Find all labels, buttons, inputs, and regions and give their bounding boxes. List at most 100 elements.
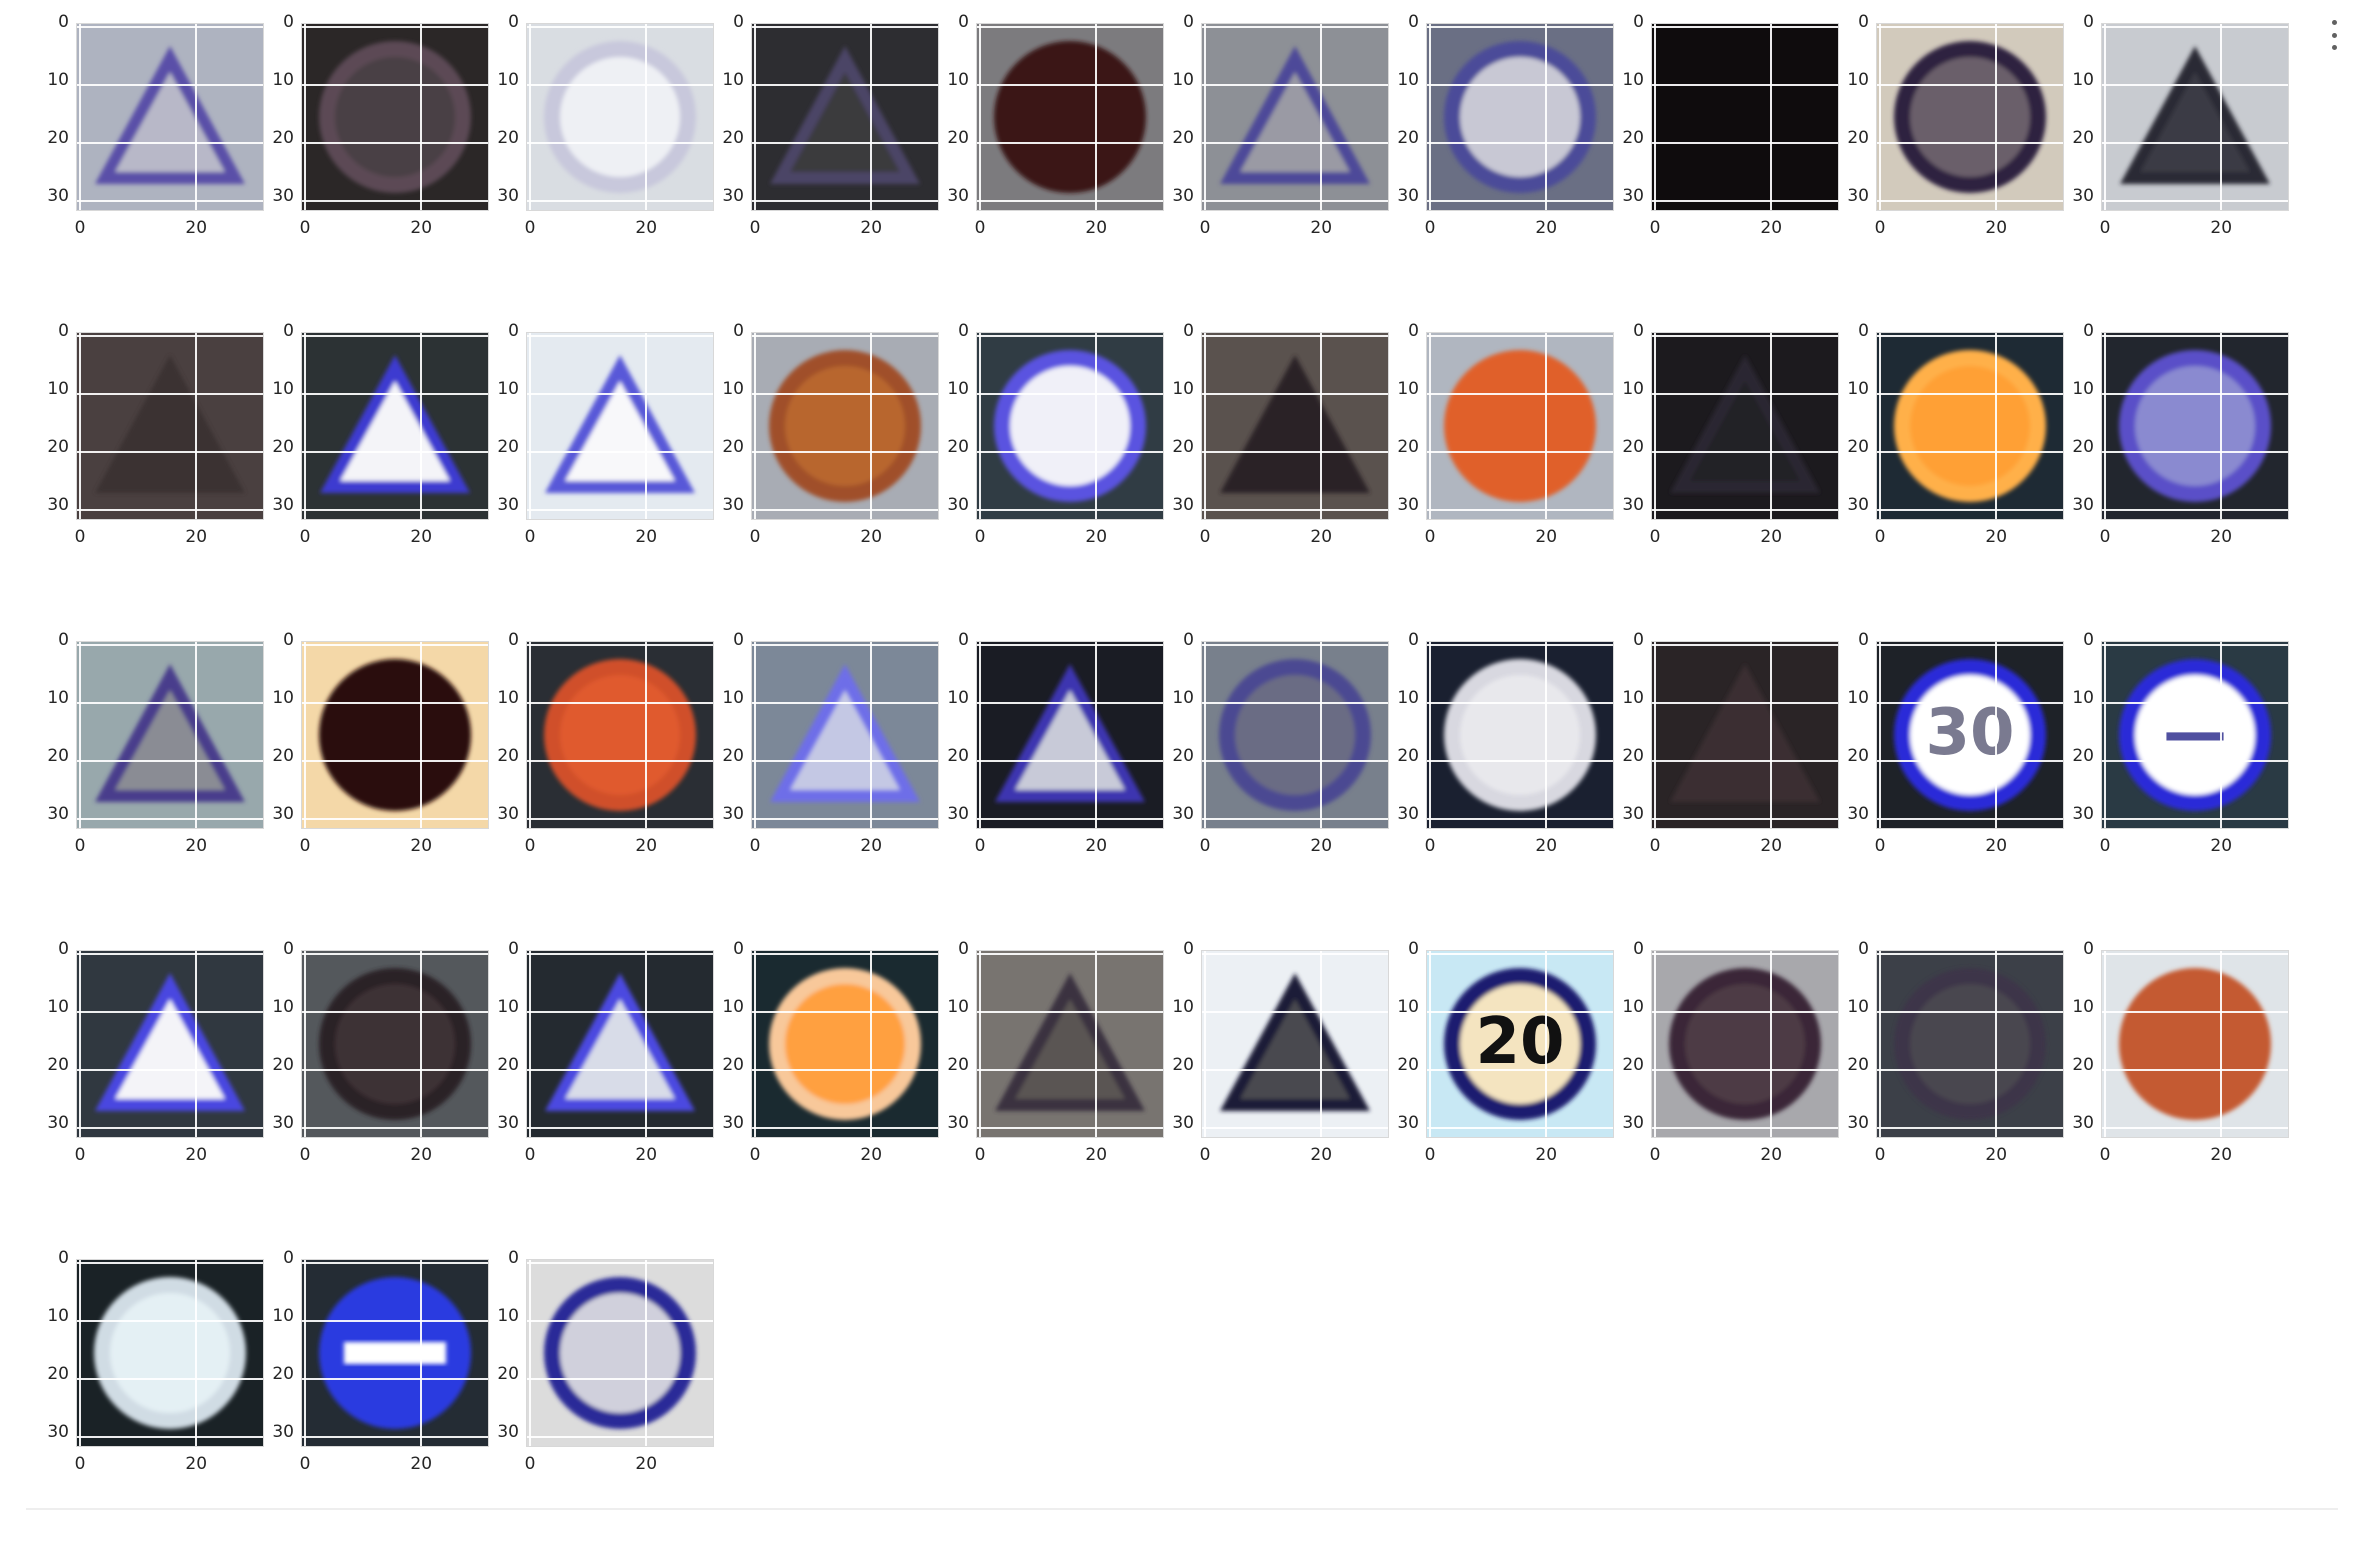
y-gridline: [527, 1378, 713, 1381]
x-gridline: [2104, 24, 2106, 210]
x-tick-label: 20: [635, 836, 658, 856]
x-tick-label: 20: [635, 1454, 658, 1474]
image-axes: 20: [1426, 950, 1614, 1138]
image-axes: [2101, 332, 2289, 520]
y-gridline: [1427, 1127, 1613, 1130]
traffic-sign-image: [1877, 951, 2063, 1137]
x-gridline: [1654, 24, 1656, 210]
traffic-sign-image: [1202, 951, 1388, 1137]
x-gridline: [1654, 951, 1656, 1137]
image-axes: [1651, 950, 1839, 1138]
y-tick-label: 30: [1172, 186, 1194, 207]
y-gridline: [2102, 702, 2288, 705]
x-tick-label: 0: [524, 1145, 536, 1165]
image-background: [1652, 24, 1838, 210]
y-tick-label: 20: [947, 1055, 969, 1076]
x-gridline: [979, 642, 981, 828]
y-tick-label: 30: [272, 186, 294, 207]
y-tick-label: 20: [1397, 1055, 1419, 1076]
y-tick-label: 10: [1847, 70, 1869, 91]
x-gridline: [1204, 333, 1206, 519]
x-tick-label: 20: [635, 527, 658, 547]
y-tick-label: 30: [1397, 186, 1419, 207]
y-gridline: [527, 509, 713, 512]
y-gridline: [1202, 1069, 1388, 1072]
y-gridline: [302, 200, 488, 203]
y-tick-label: 30: [2072, 186, 2094, 207]
x-tick-label: 0: [974, 527, 986, 547]
y-gridline: [1652, 1127, 1838, 1130]
y-gridline: [77, 1262, 263, 1264]
y-tick-label: 0: [1408, 630, 1419, 650]
y-gridline: [1202, 335, 1388, 337]
x-gridline: [1654, 333, 1656, 519]
x-gridline: [645, 24, 648, 210]
y-tick-label: 0: [1183, 630, 1194, 650]
x-gridline: [304, 1260, 306, 1446]
subplot: 0 10 20 30 0 20: [945, 323, 1170, 633]
y-gridline: [1202, 142, 1388, 145]
subplot: 0 10 20 30 0 20: [1620, 14, 1845, 324]
traffic-sign-image: [527, 24, 713, 210]
more-options-icon[interactable]: [2326, 20, 2342, 50]
y-tick-label: 20: [497, 128, 519, 149]
x-tick-label: 0: [299, 1454, 311, 1474]
y-tick-label: 30: [47, 186, 69, 207]
y-gridline: [77, 26, 263, 28]
y-tick-label: 20: [1847, 746, 1869, 767]
y-tick-label: 0: [283, 1248, 294, 1268]
sign-face: [1460, 984, 1580, 1104]
y-gridline: [302, 644, 488, 646]
sign-number: 20: [1475, 1005, 1564, 1079]
traffic-sign-image: [1652, 24, 1838, 210]
y-tick-label: 0: [1858, 12, 1869, 32]
sign-face: [1910, 366, 2030, 486]
y-tick-label: 20: [722, 1055, 744, 1076]
x-gridline: [1545, 333, 1548, 519]
y-gridline: [1652, 200, 1838, 203]
y-gridline: [1877, 760, 2063, 763]
y-gridline: [1652, 451, 1838, 454]
x-tick-label: 20: [1085, 836, 1108, 856]
x-tick-label: 20: [1310, 836, 1333, 856]
y-gridline: [2102, 393, 2288, 396]
y-tick-label: 0: [1183, 12, 1194, 32]
image-axes: [526, 1259, 714, 1447]
x-gridline: [1879, 333, 1881, 519]
y-tick-label: 0: [1858, 939, 1869, 959]
traffic-sign-image: [1427, 642, 1613, 828]
y-tick-label: 20: [272, 746, 294, 767]
y-tick-label: 20: [1847, 1055, 1869, 1076]
y-gridline: [977, 26, 1163, 28]
y-tick-label: 30: [722, 1113, 744, 1134]
image-axes: [526, 641, 714, 829]
y-tick-label: 0: [1858, 630, 1869, 650]
y-gridline: [1202, 760, 1388, 763]
y-gridline: [1652, 26, 1838, 28]
subplot: 0 10 20 30 0 20: [945, 632, 1170, 942]
y-tick-label: 30: [497, 186, 519, 207]
y-gridline: [527, 84, 713, 87]
y-gridline: [1427, 1011, 1613, 1014]
y-tick-label: 10: [497, 997, 519, 1018]
y-tick-label: 20: [1847, 128, 1869, 149]
y-gridline: [1202, 26, 1388, 28]
image-grid-figure: 0 10 20 30 0 20 0 10 20 30 0 20 0 10 20 30 0 20 0 10 20 30 0 20…: [47, 12, 2289, 1474]
y-tick-label: 0: [1633, 321, 1644, 341]
y-tick-label: 0: [2083, 630, 2094, 650]
x-gridline: [2220, 951, 2223, 1137]
x-tick-label: 20: [1310, 218, 1333, 238]
y-tick-label: 30: [1397, 804, 1419, 825]
y-tick-label: 0: [508, 12, 519, 32]
x-tick-label: 0: [2099, 527, 2111, 547]
y-gridline: [302, 1436, 488, 1439]
x-tick-label: 0: [1649, 836, 1661, 856]
traffic-sign-image: [77, 333, 263, 519]
y-gridline: [302, 953, 488, 955]
x-tick-label: 0: [1424, 218, 1436, 238]
x-tick-label: 20: [1085, 218, 1108, 238]
x-gridline: [1320, 951, 1323, 1137]
y-tick-label: 30: [1847, 495, 1869, 516]
y-gridline: [77, 818, 263, 821]
y-gridline: [2102, 760, 2288, 763]
